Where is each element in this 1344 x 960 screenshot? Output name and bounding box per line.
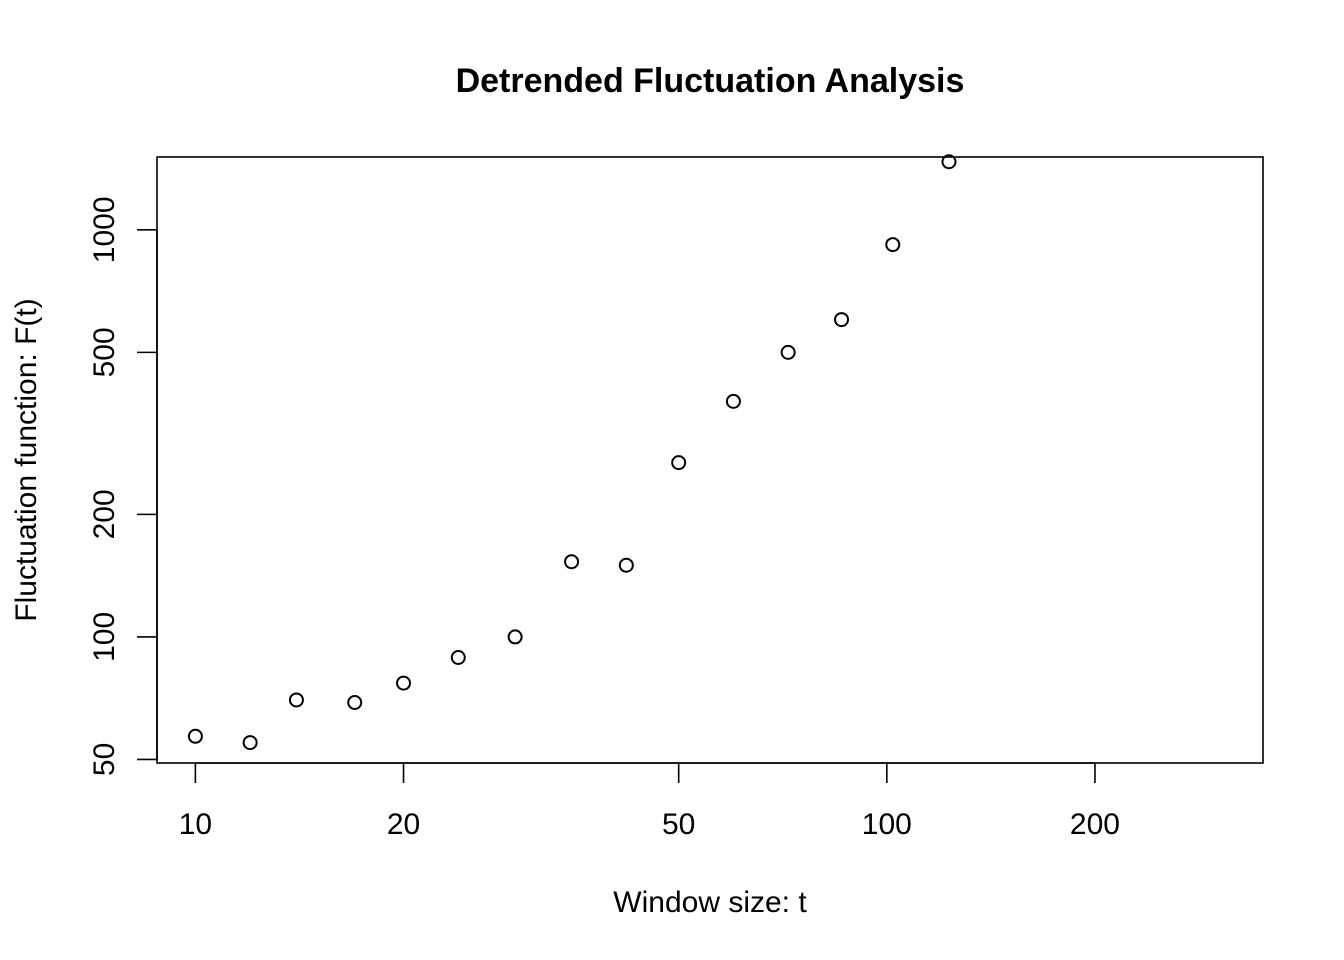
data-point: [780, 344, 796, 360]
x-tick-label: 50: [662, 808, 695, 841]
x-tick-label: 200: [1070, 808, 1120, 841]
y-tick-label: 200: [88, 489, 121, 539]
x-axis: 10 20 50 100 200: [179, 762, 1120, 841]
x-tick-label: 20: [387, 808, 420, 841]
y-tick-label: 1000: [88, 196, 121, 263]
plot-frame: [156, 156, 1264, 764]
y-axis: 50 100 200 500 1000: [88, 196, 158, 776]
data-point: [941, 154, 957, 170]
chart-title: Detrended Fluctuation Analysis: [456, 62, 965, 100]
data-point: [288, 692, 304, 708]
y-tick-label: 500: [88, 327, 121, 377]
data-point: [187, 728, 203, 744]
y-axis-label: Fluctuation function: F(t): [10, 298, 43, 621]
data-point: [396, 675, 412, 691]
data-point: [725, 393, 741, 409]
y-tick-label: 50: [88, 743, 121, 776]
y-tick-label: 100: [88, 612, 121, 662]
data-point: [671, 455, 687, 471]
x-tick-label: 10: [179, 808, 212, 841]
data-point: [507, 629, 523, 645]
data-point: [618, 557, 634, 573]
data-point: [564, 554, 580, 570]
data-point: [834, 312, 850, 328]
data-point: [347, 694, 363, 710]
x-tick-label: 100: [862, 808, 912, 841]
data-point: [242, 735, 258, 751]
data-point: [450, 649, 466, 665]
x-axis-label: Window size: t: [613, 886, 807, 919]
data-points: [187, 154, 957, 751]
data-point: [885, 237, 901, 253]
